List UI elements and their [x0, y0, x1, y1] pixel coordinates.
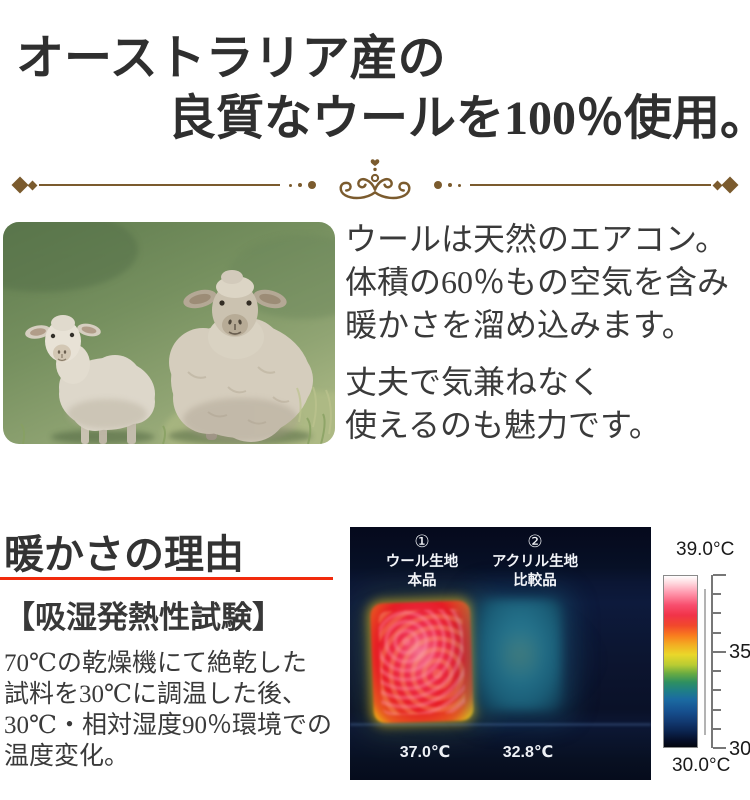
- scale-tick-label-30: 30: [729, 738, 750, 760]
- flourish-ornament-icon: [329, 156, 421, 207]
- diamond-icon: [27, 180, 38, 190]
- reason-heading: 暖かさの理由: [4, 532, 244, 577]
- acrylic-sample-coldspot: [478, 599, 562, 711]
- sheep-photo: [3, 222, 335, 444]
- lamb: [25, 315, 155, 444]
- diamond-icon: [721, 176, 739, 194]
- wool-sample-hotspot: [369, 600, 475, 724]
- acrylic-temperature: 32.8℃: [502, 744, 554, 761]
- title-line-1: オーストラリア産の: [16, 32, 446, 85]
- intro-text: ウールは天然のエアコン。 体積の60％もの空気を含み 暖かさを溜め込みます。 丈…: [345, 218, 750, 447]
- intro-paragraph-1: ウールは天然のエアコン。 体積の60％もの空気を含み 暖かさを溜め込みます。: [345, 221, 730, 343]
- scale-reference-line: [704, 589, 706, 735]
- intro-paragraph-2: 丈夫で気兼ねなく 使えるのも魅力です。: [345, 364, 661, 443]
- scale-min-label: 30.0°C: [672, 755, 731, 776]
- divider-line: [39, 184, 280, 186]
- adult-sheep: [168, 270, 313, 444]
- wool-sample-label: ① ウール生地 本品: [385, 532, 459, 589]
- thermal-shelf-line: [350, 723, 651, 726]
- divider-dots: [431, 181, 464, 189]
- diamond-icon: [11, 176, 29, 194]
- scale-tick-label-35: 35: [729, 641, 750, 663]
- test-description: 70℃の乾燥機にて絶乾した 試料を30℃に調温した後、 30℃・相対湿度90％環…: [4, 650, 332, 770]
- divider-line: [470, 184, 711, 186]
- acrylic-sample-label: ② アクリル生地 比較品: [491, 532, 579, 589]
- divider-dots: [286, 181, 319, 189]
- temperature-scale: 39.0°C 35 30 30.0°C: [650, 527, 750, 792]
- wool-temperature: 37.0℃: [399, 744, 451, 761]
- thermography-image: ① ウール生地 本品 ② アクリル生地 比較品 37.0℃ 32.8℃: [350, 527, 651, 780]
- heading-underline: [0, 577, 333, 580]
- scale-gradient-bar: [663, 575, 698, 748]
- title-line-2: 良質なウールを100％使用。: [168, 92, 750, 145]
- scale-ticks: [711, 574, 731, 749]
- scale-max-label: 39.0°C: [676, 539, 735, 560]
- test-subheading: 【吸湿発熱性試験】: [4, 600, 283, 635]
